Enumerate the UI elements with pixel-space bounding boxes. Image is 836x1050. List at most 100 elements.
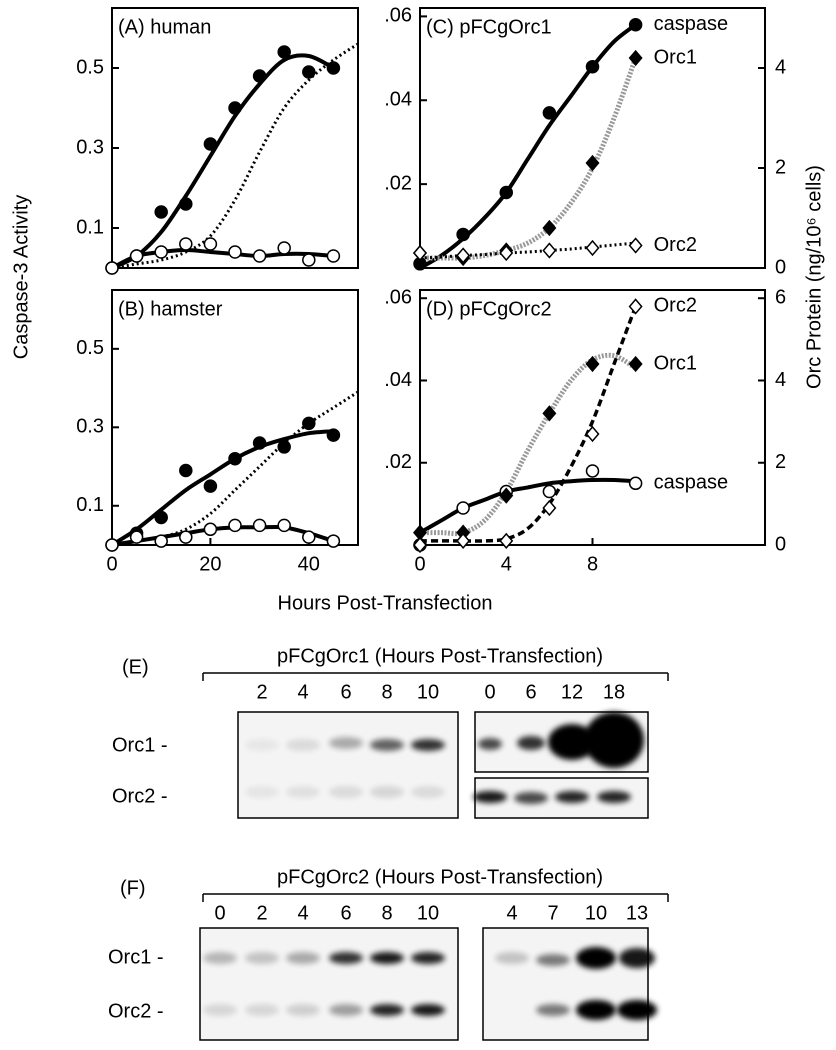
point	[585, 59, 600, 74]
point	[228, 101, 242, 115]
band	[514, 792, 548, 804]
curve	[418, 477, 638, 535]
y2-tick-label: 0	[775, 533, 786, 555]
blot-image	[237, 711, 459, 819]
band	[411, 1004, 445, 1016]
point	[585, 154, 600, 172]
point	[542, 106, 557, 120]
point	[228, 451, 242, 466]
band	[411, 786, 445, 798]
blot-panel-label: (E)	[122, 656, 149, 678]
y-tick-label: .04	[384, 369, 412, 391]
series-label: caspase	[654, 13, 729, 35]
point	[252, 436, 267, 450]
lane-label: 8	[381, 902, 392, 924]
y-tick-label: .02	[384, 172, 412, 194]
curve	[111, 42, 359, 270]
lane-label: 7	[547, 902, 558, 924]
band	[411, 739, 445, 751]
band	[370, 1004, 404, 1016]
band	[329, 1004, 363, 1016]
band	[555, 791, 589, 803]
point	[499, 185, 513, 200]
point	[456, 247, 471, 264]
band	[370, 739, 404, 751]
band	[517, 736, 545, 750]
point	[252, 518, 267, 533]
x-tick-label: 40	[298, 553, 320, 575]
point	[628, 18, 643, 32]
band	[548, 724, 596, 760]
plot-frame	[419, 7, 766, 269]
point	[105, 538, 119, 552]
lane-label: 4	[297, 902, 308, 924]
panel-title: (D) pFCgOrc2	[426, 298, 552, 320]
point	[326, 249, 341, 263]
band	[411, 952, 445, 964]
y-tick-label: 0.3	[76, 136, 104, 158]
row-label: Orc1 -	[108, 946, 164, 968]
x-axis-label: Hours Post-Transfection	[278, 592, 493, 614]
band	[245, 786, 279, 798]
point	[203, 237, 218, 251]
point	[252, 249, 267, 263]
point	[456, 532, 471, 550]
lane-label: 6	[340, 902, 351, 924]
curve	[418, 22, 638, 270]
plot-frame	[419, 289, 766, 546]
point	[628, 476, 643, 491]
panel-title: (B) hamster	[118, 298, 223, 320]
point	[302, 416, 316, 431]
y-tick-label: 0.1	[76, 216, 104, 238]
point	[585, 355, 600, 373]
lane-label: 4	[297, 681, 308, 703]
point	[179, 197, 193, 211]
point	[129, 249, 144, 263]
blot-image	[482, 927, 649, 1041]
x-tick-label: 0	[106, 553, 117, 575]
point	[105, 261, 119, 275]
point	[228, 245, 242, 259]
blot-title: pFCgOrc1 (Hours Post-Transfection)	[277, 645, 603, 667]
y-tick-label: 0.1	[76, 494, 104, 516]
point	[228, 518, 242, 533]
point	[499, 532, 514, 550]
point	[585, 425, 600, 443]
point	[203, 137, 218, 151]
lane-label: 2	[256, 902, 267, 924]
y-tick-label: .04	[384, 89, 412, 111]
y2-tick-label: 2	[775, 156, 786, 178]
point	[628, 298, 643, 315]
y-tick-label: .06	[384, 5, 412, 27]
y-tick-label: .06	[384, 287, 412, 309]
point	[499, 487, 514, 504]
lane-label: 0	[214, 902, 225, 924]
point	[542, 219, 557, 237]
band	[329, 737, 363, 749]
point	[542, 405, 557, 422]
band	[478, 738, 502, 750]
point	[154, 510, 168, 525]
row-label: Orc2 -	[112, 785, 168, 807]
y-tick-label: 0.5	[76, 337, 104, 359]
point	[179, 237, 193, 251]
series-label: caspase	[654, 472, 729, 494]
plot-frame	[111, 7, 359, 269]
band	[286, 739, 320, 751]
lane-label: 10	[417, 902, 439, 924]
point	[203, 479, 218, 493]
curve	[110, 429, 336, 547]
point	[154, 205, 168, 219]
band	[286, 1004, 320, 1016]
band	[370, 952, 404, 964]
x-tick-label: 0	[414, 553, 425, 575]
x-tick-label: 20	[199, 553, 221, 575]
lane-label: 13	[626, 902, 648, 924]
point	[302, 65, 316, 79]
lane-label: 0	[484, 681, 495, 703]
point	[542, 484, 557, 499]
point	[179, 463, 193, 478]
y2-tick-label: 4	[775, 369, 786, 391]
y-tick-label: 0.3	[76, 416, 104, 438]
band	[245, 1004, 279, 1016]
